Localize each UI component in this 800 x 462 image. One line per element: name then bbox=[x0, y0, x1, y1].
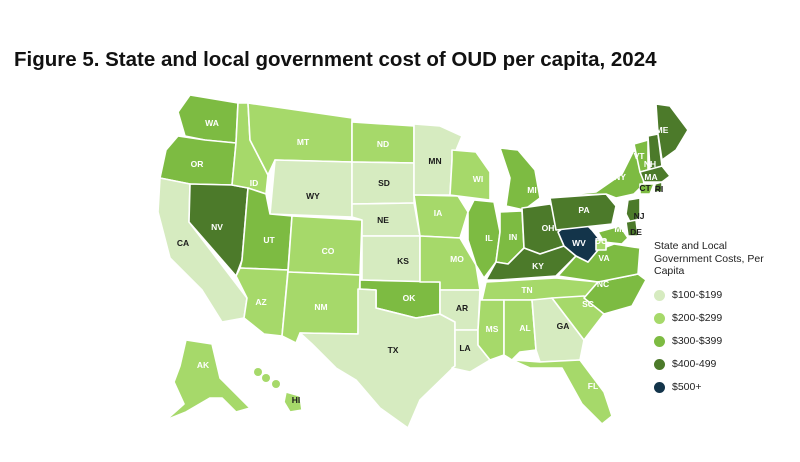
state-tx bbox=[299, 288, 456, 429]
state-label-tx: TX bbox=[388, 345, 399, 355]
state-de bbox=[625, 219, 639, 237]
state-label-la: LA bbox=[459, 343, 470, 353]
state-label-me: ME bbox=[656, 125, 669, 135]
state-label-pa: PA bbox=[578, 205, 589, 215]
legend-swatch bbox=[654, 289, 665, 301]
state-dc bbox=[595, 239, 607, 251]
state-wy bbox=[269, 159, 353, 218]
state-label-al: AL bbox=[519, 323, 530, 333]
state-label-sd: SD bbox=[378, 178, 390, 188]
state-label-co: CO bbox=[322, 246, 335, 256]
hawaii-island bbox=[262, 374, 270, 382]
legend-items: $100-$199 $200-$299 $300-$399 $400-499 $500+ bbox=[654, 284, 794, 399]
legend-swatch bbox=[654, 358, 665, 370]
state-ri bbox=[653, 181, 663, 193]
state-label-az: AZ bbox=[255, 297, 266, 307]
state-label-mn: MN bbox=[428, 156, 441, 166]
state-ny bbox=[555, 149, 645, 199]
state-label-wa: WA bbox=[205, 118, 219, 128]
state-mi bbox=[499, 147, 541, 211]
legend-label: $400-499 bbox=[672, 358, 717, 370]
state-label-ne: NE bbox=[377, 215, 389, 225]
state-label-wy: WY bbox=[306, 191, 320, 201]
legend-label: $200-$299 bbox=[672, 312, 723, 324]
state-label-hi: HI bbox=[292, 395, 301, 405]
state-label-id: ID bbox=[250, 178, 259, 188]
legend-item: $500+ bbox=[654, 376, 794, 399]
state-label-ok: OK bbox=[403, 293, 417, 303]
state-il bbox=[467, 199, 501, 279]
legend-label: $500+ bbox=[672, 381, 702, 393]
state-label-nh: NH bbox=[644, 159, 656, 169]
state-label-ia: IA bbox=[434, 208, 443, 218]
state-label-tn: TN bbox=[521, 285, 532, 295]
state-label-oh: OH bbox=[542, 223, 555, 233]
legend-label: $300-$399 bbox=[672, 335, 723, 347]
state-label-ga: GA bbox=[557, 321, 570, 331]
legend-item: $100-$199 bbox=[654, 284, 794, 307]
legend-swatch bbox=[654, 335, 665, 347]
state-label-fl: FL bbox=[588, 381, 598, 391]
state-label-ar: AR bbox=[456, 303, 468, 313]
legend-item: $200-$299 bbox=[654, 307, 794, 330]
state-wi bbox=[449, 149, 491, 201]
legend-swatch bbox=[654, 381, 665, 393]
figure-title: Figure 5. State and local government cos… bbox=[14, 48, 657, 71]
state-label-il: IL bbox=[485, 233, 493, 243]
state-label-or: OR bbox=[191, 159, 204, 169]
state-label-ks: KS bbox=[397, 256, 409, 266]
state-label-ms: MS bbox=[486, 324, 499, 334]
state-label-nc: NC bbox=[597, 279, 609, 289]
state-label-wi: WI bbox=[473, 174, 483, 184]
state-me bbox=[655, 103, 689, 161]
state-label-ca: CA bbox=[177, 238, 189, 248]
state-label-sc: SC bbox=[582, 299, 594, 309]
state-label-wv: WV bbox=[572, 238, 586, 248]
state-fl bbox=[511, 359, 613, 425]
state-label-vt: VT bbox=[634, 151, 646, 161]
state-label-ri: RI bbox=[655, 184, 664, 194]
legend-swatch bbox=[654, 312, 665, 324]
state-ak bbox=[165, 339, 251, 421]
state-label-nj: NJ bbox=[634, 211, 645, 221]
state-label-nv: NV bbox=[211, 222, 223, 232]
state-label-nd: ND bbox=[377, 139, 389, 149]
state-label-ut: UT bbox=[263, 235, 275, 245]
legend-item: $300-$399 bbox=[654, 330, 794, 353]
state-label-nm: NM bbox=[314, 302, 327, 312]
legend-title: State and Local Government Costs, Per Ca… bbox=[654, 240, 764, 277]
state-ma bbox=[639, 165, 671, 183]
state-ks bbox=[361, 235, 421, 283]
state-label-ny: NY bbox=[614, 172, 626, 182]
map-legend: State and Local Government Costs, Per Ca… bbox=[654, 240, 794, 399]
state-label-de: DE bbox=[630, 227, 642, 237]
state-label-ma: MA bbox=[644, 172, 657, 182]
state-label-mo: MO bbox=[450, 254, 464, 264]
state-label-ct: CT bbox=[639, 183, 651, 193]
state-hi bbox=[283, 391, 303, 413]
state-label-mt: MT bbox=[297, 137, 310, 147]
state-label-md: MD bbox=[614, 224, 627, 234]
state-label-ak: AK bbox=[197, 360, 210, 370]
state-ct bbox=[639, 183, 655, 195]
state-label-va: VA bbox=[598, 253, 609, 263]
legend-item: $400-499 bbox=[654, 353, 794, 376]
state-label-mi: MI bbox=[527, 185, 536, 195]
state-label-dc: DC bbox=[595, 236, 607, 246]
state-label-ky: KY bbox=[532, 261, 544, 271]
state-label-in: IN bbox=[509, 232, 518, 242]
hawaii-island bbox=[254, 368, 262, 376]
hawaii-island bbox=[272, 380, 280, 388]
legend-label: $100-$199 bbox=[672, 289, 723, 301]
